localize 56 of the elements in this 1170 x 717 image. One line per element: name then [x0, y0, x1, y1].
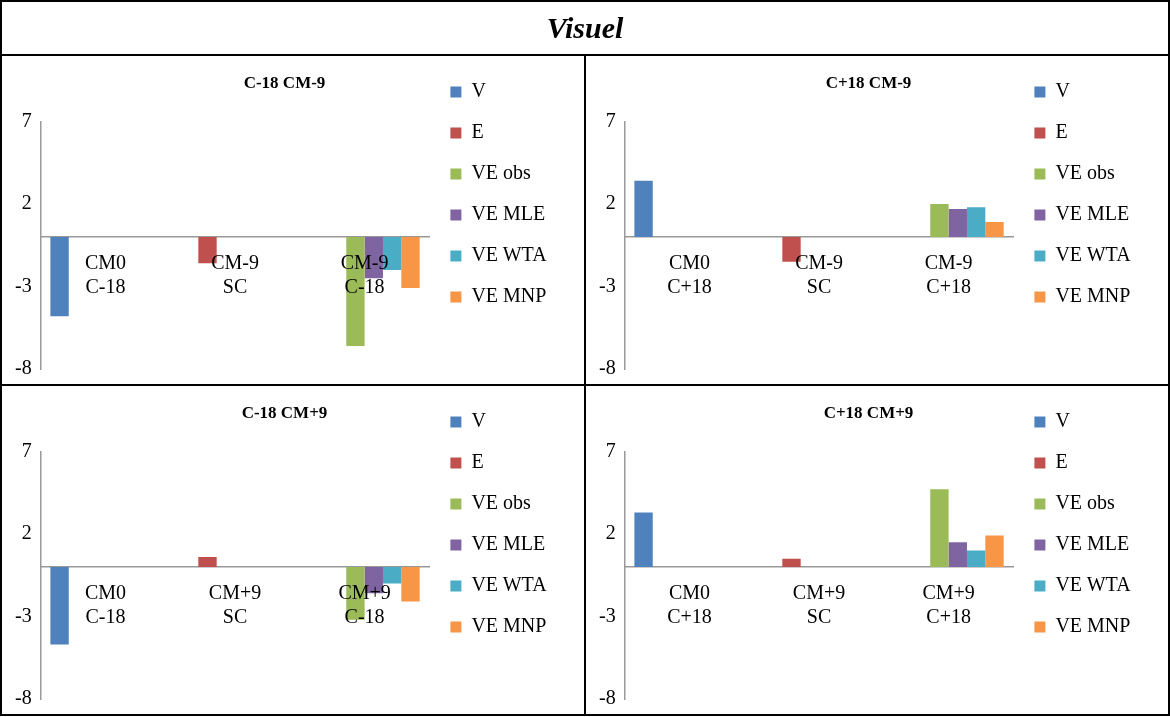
legend-label: VE WTA	[1055, 243, 1132, 266]
legend-label: E	[1055, 450, 1068, 473]
legend-label: E	[471, 120, 484, 143]
legend-label: VE MLE	[1055, 202, 1130, 225]
legend-label: V	[1055, 79, 1071, 102]
chart-title: C+18 CM+9	[823, 402, 914, 422]
x-tick-label: CM0 C-18	[84, 251, 127, 298]
y-tick-label: 2	[605, 191, 616, 214]
legend-label: VE MLE	[1055, 532, 1130, 555]
legend-label: VE MNP	[1055, 614, 1131, 637]
y-tick-label: 7	[605, 108, 616, 131]
legend-label: VE obs	[471, 491, 532, 514]
y-tick-label: -8	[14, 686, 32, 709]
y-tick-label: -3	[598, 603, 616, 626]
x-tick-label: CM-9 SC	[211, 251, 259, 298]
x-tick-label: CM0 C+18	[667, 581, 712, 628]
x-tick-label: CM-9 C+18	[924, 251, 973, 298]
legend-label: VE MNP	[471, 614, 547, 637]
legend-label: VE MNP	[1055, 284, 1131, 307]
x-tick-label: CM+9 SC	[208, 581, 262, 628]
legend-label: E	[471, 450, 484, 473]
y-tick-label: 7	[21, 438, 32, 461]
y-tick-label: 2	[605, 521, 616, 544]
legend-label: E	[1055, 120, 1068, 143]
legend-label: V	[1055, 409, 1071, 432]
text: Visuel	[1, 1, 1169, 55]
y-tick-label: -8	[598, 686, 616, 709]
y-tick-label: 2	[21, 521, 32, 544]
legend-label: V	[471, 409, 487, 432]
x-tick-label: CM0 C-18	[84, 581, 127, 628]
y-tick-label: -8	[14, 356, 32, 379]
legend-label: VE MNP	[471, 284, 547, 307]
y-tick-label: 7	[21, 108, 32, 131]
chart-title: C-18 CM-9	[243, 72, 326, 92]
x-tick-label: CM+9 C-18	[338, 581, 391, 628]
y-tick-label: 2	[21, 191, 32, 214]
x-tick-label: CM+9 SC	[792, 581, 846, 628]
y-tick-label: -3	[14, 603, 32, 626]
legend-label: V	[471, 79, 487, 102]
y-tick-label: -3	[598, 273, 616, 296]
x-tick-label: CM0 C+18	[667, 251, 712, 298]
legend-label: VE WTA	[471, 573, 548, 596]
legend-label: VE WTA	[1055, 573, 1132, 596]
legend-label: VE MLE	[471, 202, 546, 225]
chart-title: C+18 CM-9	[825, 72, 912, 92]
legend-label: VE obs	[1055, 491, 1116, 514]
legend-label: VE obs	[471, 161, 532, 184]
legend-label: VE MLE	[471, 532, 546, 555]
x-tick-label: CM-9 SC	[795, 251, 843, 298]
chart-title: C-18 CM+9	[241, 402, 328, 422]
y-tick-label: -8	[598, 356, 616, 379]
y-tick-label: 7	[605, 438, 616, 461]
legend-label: VE WTA	[471, 243, 548, 266]
y-tick-label: -3	[14, 273, 32, 296]
x-tick-label: CM+9 C+18	[922, 581, 975, 628]
legend-label: VE obs	[1055, 161, 1116, 184]
